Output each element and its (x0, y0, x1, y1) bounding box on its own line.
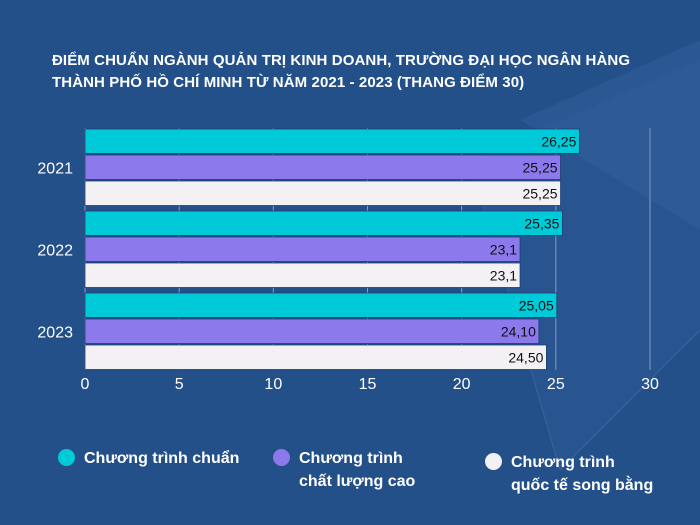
x-tick-label: 30 (641, 376, 659, 393)
x-tick-label: 0 (81, 376, 90, 393)
data-label: 26,25 (541, 133, 576, 149)
bar (84, 344, 547, 370)
x-tick-label: 15 (359, 376, 377, 393)
data-label: 23,1 (490, 267, 517, 283)
chart-title-line-2: THÀNH PHỐ HỒ CHÍ MINH TỪ NĂM 2021 - 2023… (52, 74, 525, 91)
legend-dot-icon (273, 449, 290, 466)
legend-label: Chương trình chuẩn (84, 450, 240, 467)
data-label: 23,1 (490, 241, 517, 257)
chart-title-line-1: ĐIỂM CHUẨN NGÀNH QUẢN TRỊ KINH DOANH, TR… (52, 52, 631, 69)
legend-label: Chương trình quốc tế song bằng (511, 454, 654, 494)
y-category-label: 2022 (37, 242, 73, 259)
y-category-label: 2023 (37, 324, 73, 341)
bar (84, 236, 521, 262)
legend-label: Chương trình chất lượng cao (299, 450, 416, 490)
legend-item-high-quality: Chương trình chất lượng cao (273, 447, 415, 493)
bar (84, 210, 563, 236)
data-label: 25,05 (519, 297, 554, 313)
x-tick-label: 10 (264, 376, 282, 393)
legend-dot-icon (485, 453, 502, 470)
legend-item-standard: Chương trình chuẩn (58, 447, 239, 470)
chart-title: ĐIỂM CHUẨN NGÀNH QUẢN TRỊ KINH DOANH, TR… (52, 50, 672, 94)
bar (84, 262, 521, 288)
bar (84, 292, 558, 318)
data-label: 25,35 (524, 215, 559, 231)
data-label: 24,10 (501, 323, 536, 339)
x-tick-label: 20 (453, 376, 471, 393)
data-label: 25,25 (522, 185, 557, 201)
bar (84, 180, 561, 206)
x-tick-label: 25 (547, 376, 565, 393)
x-tick-label: 5 (175, 376, 184, 393)
legend-item-international: Chương trình quốc tế song bằng (485, 451, 653, 497)
bar (84, 154, 561, 180)
data-label: 25,25 (522, 159, 557, 175)
y-category-label: 2021 (37, 160, 73, 177)
bar (84, 318, 540, 344)
data-label: 24,50 (508, 349, 543, 365)
bar (84, 128, 580, 154)
legend-dot-icon (58, 449, 75, 466)
